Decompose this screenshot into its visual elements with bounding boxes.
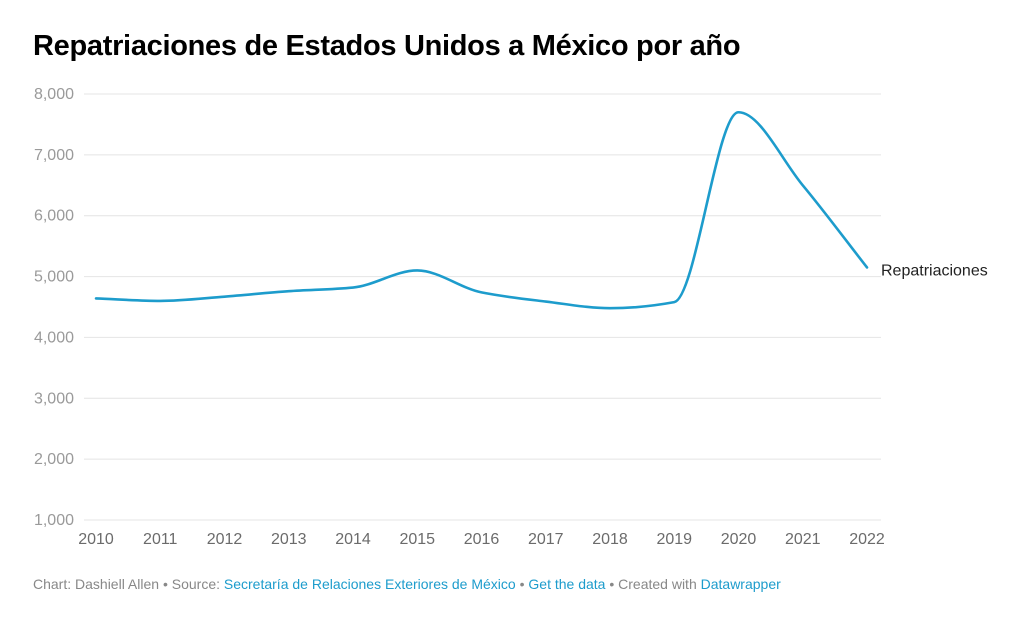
chart-title: Repatriaciones de Estados Unidos a Méxic…: [33, 30, 741, 62]
y-tick-label: 1,000: [34, 512, 74, 529]
separator: •: [515, 576, 529, 592]
separator: •: [605, 576, 619, 592]
source-link[interactable]: Secretaría de Relaciones Exteriores de M…: [223, 576, 516, 592]
x-tick-label: 2022: [849, 531, 885, 548]
line-chart: 1,000 2,000 3,000 4,000 5,000 6,000 7,000 8,000…: [34, 86, 988, 548]
y-tick-label: 7,000: [34, 147, 74, 164]
gridlines: [84, 93, 881, 521]
y-tick-label: 6,000: [34, 208, 74, 225]
series-label: Repatriaciones: [881, 262, 988, 279]
y-axis-tick-labels: 1,000 2,000 3,000 4,000 5,000 6,000 7,000 8,000: [34, 86, 74, 529]
chart-footer: Chart: Dashiell Allen • Source: Secretar…: [33, 576, 781, 592]
y-tick-label: 8,000: [34, 86, 74, 103]
get-the-data-link[interactable]: Get the data: [528, 576, 606, 592]
x-tick-label: 2017: [528, 531, 564, 548]
series-line-repatriaciones: [94, 110, 869, 310]
y-tick-label: 5,000: [34, 269, 74, 286]
datawrapper-link[interactable]: Datawrapper: [700, 576, 781, 592]
series-lines: Repatriaciones: [94, 110, 988, 310]
chart-credit: Chart: Dashiell Allen: [33, 576, 160, 592]
source-prefix: Source:: [171, 576, 224, 592]
x-tick-label: 2020: [721, 531, 757, 548]
x-tick-label: 2015: [399, 531, 435, 548]
x-tick-label: 2012: [207, 531, 243, 548]
separator: •: [159, 576, 172, 592]
y-tick-label: 3,000: [34, 390, 74, 407]
x-tick-label: 2013: [271, 531, 307, 548]
x-tick-label: 2021: [785, 531, 821, 548]
x-axis-tick-labels: 2010 2011 2012 2013 2014 2015 2016 2017 2018 2019…: [78, 531, 885, 548]
x-tick-label: 2014: [335, 531, 371, 548]
y-tick-label: 4,000: [34, 329, 74, 346]
created-with-text: Created with: [618, 576, 701, 592]
x-tick-label: 2019: [656, 531, 692, 548]
x-tick-label: 2016: [464, 531, 500, 548]
x-tick-label: 2018: [592, 531, 628, 548]
x-tick-label: 2010: [78, 531, 114, 548]
x-tick-label: 2011: [143, 531, 178, 548]
y-tick-label: 2,000: [34, 451, 74, 468]
